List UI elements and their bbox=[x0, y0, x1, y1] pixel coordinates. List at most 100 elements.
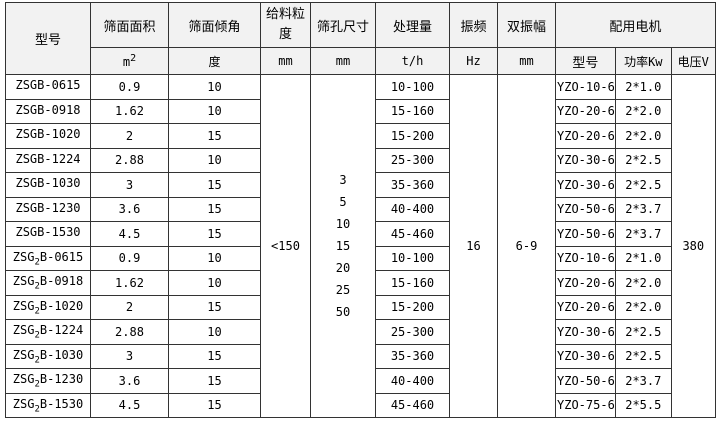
cell-model: ZSGB-0918 bbox=[5, 98, 91, 124]
model-sub: 2 bbox=[34, 330, 40, 341]
cell-power: 2*2.0 bbox=[614, 98, 672, 124]
cell-model: ZSGB-1020 bbox=[5, 123, 91, 149]
model-sub: 2 bbox=[34, 403, 40, 414]
cell-capacity: 15-160 bbox=[375, 270, 450, 296]
cell-motor-model: YZO-10-6 bbox=[555, 74, 616, 100]
hole-size: 25 bbox=[335, 283, 351, 297]
cell-power: 2*3.7 bbox=[614, 368, 672, 394]
header-freq: 振频 bbox=[449, 2, 498, 48]
model-prefix: ZSG bbox=[12, 249, 35, 264]
model-prefix: ZSGB bbox=[15, 200, 45, 215]
model-number: B-1030 bbox=[39, 347, 84, 362]
cell-power: 2*2.5 bbox=[614, 343, 672, 369]
cell-power: 2*1.0 bbox=[614, 74, 672, 100]
hole-size: 5 bbox=[339, 195, 347, 209]
cell-area: 3 bbox=[90, 172, 169, 198]
cell-capacity: 25-300 bbox=[375, 147, 450, 173]
cell-motor-model: YZO-50-6 bbox=[555, 368, 616, 394]
cell-model: ZSGB-1224 bbox=[5, 147, 91, 173]
cell-motor-model: YZO-10-6 bbox=[555, 245, 616, 271]
table-row: ZSGB-0615 0.9 10 <150 3 5 10 15 20 25 50 10-100 1… bbox=[5, 74, 716, 418]
cell-power: 2*2.5 bbox=[614, 172, 672, 198]
table-row: ZSGB-0918 1.62 10 15-160 YZO-20-6 2*2.0 bbox=[5, 98, 716, 124]
spec-table: 型号 筛面面积 筛面倾角 给料粒度 筛孔尺寸 处理量 振频 双振幅 配用电机 m… bbox=[5, 2, 716, 418]
cell-area: 3.6 bbox=[90, 196, 169, 222]
cell-motor-model: YZO-50-6 bbox=[555, 221, 616, 247]
hole-size: 20 bbox=[335, 261, 351, 275]
cell-capacity: 40-400 bbox=[375, 368, 450, 394]
model-number: -1224 bbox=[44, 151, 81, 166]
cell-area: 4.5 bbox=[90, 221, 169, 247]
model-sub: 2 bbox=[34, 379, 40, 390]
header-voltage: 电压V bbox=[670, 47, 716, 75]
cell-motor-model: YZO-20-6 bbox=[555, 270, 616, 296]
unit-area-base: m bbox=[122, 55, 131, 69]
header-angle: 筛面倾角 bbox=[168, 2, 261, 48]
cell-capacity: 15-200 bbox=[375, 294, 450, 320]
model-prefix: ZSGB bbox=[15, 102, 45, 117]
cell-angle: 15 bbox=[168, 123, 261, 149]
cell-motor-model: YZO-20-6 bbox=[555, 98, 616, 124]
model-number: B-0918 bbox=[39, 274, 84, 289]
cell-capacity: 15-160 bbox=[375, 98, 450, 124]
model-prefix: ZSGB bbox=[15, 176, 45, 191]
unit-capacity: t/h bbox=[375, 47, 450, 75]
cell-capacity: 15-200 bbox=[375, 123, 450, 149]
header-row: 型号 筛面面积 筛面倾角 给料粒度 筛孔尺寸 处理量 振频 双振幅 配用电机 bbox=[5, 2, 716, 75]
hole-size: 3 bbox=[339, 173, 347, 187]
unit-amp: mm bbox=[497, 47, 556, 75]
cell-motor-model: YZO-20-6 bbox=[555, 294, 616, 320]
model-number: -1020 bbox=[44, 127, 81, 142]
header-model: 型号 bbox=[5, 2, 91, 75]
cell-model: ZSGB-1530 bbox=[5, 221, 91, 247]
model-number: B-1224 bbox=[39, 323, 84, 338]
cell-area: 1.62 bbox=[90, 270, 169, 296]
table-row: ZSG2B-0918 1.62 10 15-160 YZO-20-6 2*2.0 bbox=[5, 270, 716, 296]
header-hole: 筛孔尺寸 bbox=[310, 2, 376, 48]
cell-capacity: 40-400 bbox=[375, 196, 450, 222]
cell-angle: 15 bbox=[168, 172, 261, 198]
cell-model: ZSG2B-0615 bbox=[5, 245, 91, 271]
cell-power: 2*2.0 bbox=[614, 294, 672, 320]
cell-angle: 15 bbox=[168, 368, 261, 394]
cell-power: 2*1.0 bbox=[614, 245, 672, 271]
cell-voltage: 380 bbox=[670, 74, 716, 418]
model-prefix: ZSG bbox=[12, 396, 35, 411]
model-number: -1030 bbox=[44, 176, 81, 191]
cell-angle: 15 bbox=[168, 343, 261, 369]
hole-size: 15 bbox=[335, 239, 351, 253]
cell-area: 2 bbox=[90, 294, 169, 320]
cell-power: 2*5.5 bbox=[614, 392, 672, 418]
model-number: B-1230 bbox=[39, 372, 84, 387]
cell-angle: 10 bbox=[168, 74, 261, 100]
table-row: ZSGB-1030 3 15 35-360 YZO-30-6 2*2.5 bbox=[5, 172, 716, 198]
model-prefix: ZSG bbox=[12, 274, 35, 289]
model-prefix: ZSGB bbox=[15, 78, 45, 93]
cell-model: ZSG2B-0918 bbox=[5, 270, 91, 296]
table-row: ZSGB-1020 2 15 15-200 YZO-20-6 2*2.0 bbox=[5, 123, 716, 149]
unit-feed: mm bbox=[260, 47, 311, 75]
cell-power: 2*2.0 bbox=[614, 123, 672, 149]
table-row: ZSG2B-1530 4.5 15 45-460 YZO-75-6 2*5.5 bbox=[5, 392, 716, 418]
cell-capacity: 10-100 bbox=[375, 74, 450, 100]
model-number: -0615 bbox=[44, 78, 81, 93]
unit-area: m2 bbox=[90, 47, 169, 75]
model-prefix: ZSG bbox=[12, 298, 35, 313]
cell-angle: 10 bbox=[168, 98, 261, 124]
cell-model: ZSG2B-1224 bbox=[5, 319, 91, 345]
cell-power: 2*2.5 bbox=[614, 147, 672, 173]
table-row: ZSGB-1224 2.88 10 25-300 YZO-30-6 2*2.5 bbox=[5, 147, 716, 173]
header-area: 筛面面积 bbox=[90, 2, 169, 48]
cell-motor-model: YZO-30-6 bbox=[555, 319, 616, 345]
cell-model: ZSG2B-1230 bbox=[5, 368, 91, 394]
cell-angle: 10 bbox=[168, 270, 261, 296]
cell-area: 2.88 bbox=[90, 319, 169, 345]
model-number: -1530 bbox=[44, 225, 81, 240]
cell-motor-model: YZO-30-6 bbox=[555, 172, 616, 198]
cell-motor-model: YZO-30-6 bbox=[555, 343, 616, 369]
cell-capacity: 35-360 bbox=[375, 172, 450, 198]
cell-motor-model: YZO-75-6 bbox=[555, 392, 616, 418]
cell-model: ZSG2B-1030 bbox=[5, 343, 91, 369]
cell-capacity: 10-100 bbox=[375, 245, 450, 271]
unit-hole: mm bbox=[310, 47, 376, 75]
